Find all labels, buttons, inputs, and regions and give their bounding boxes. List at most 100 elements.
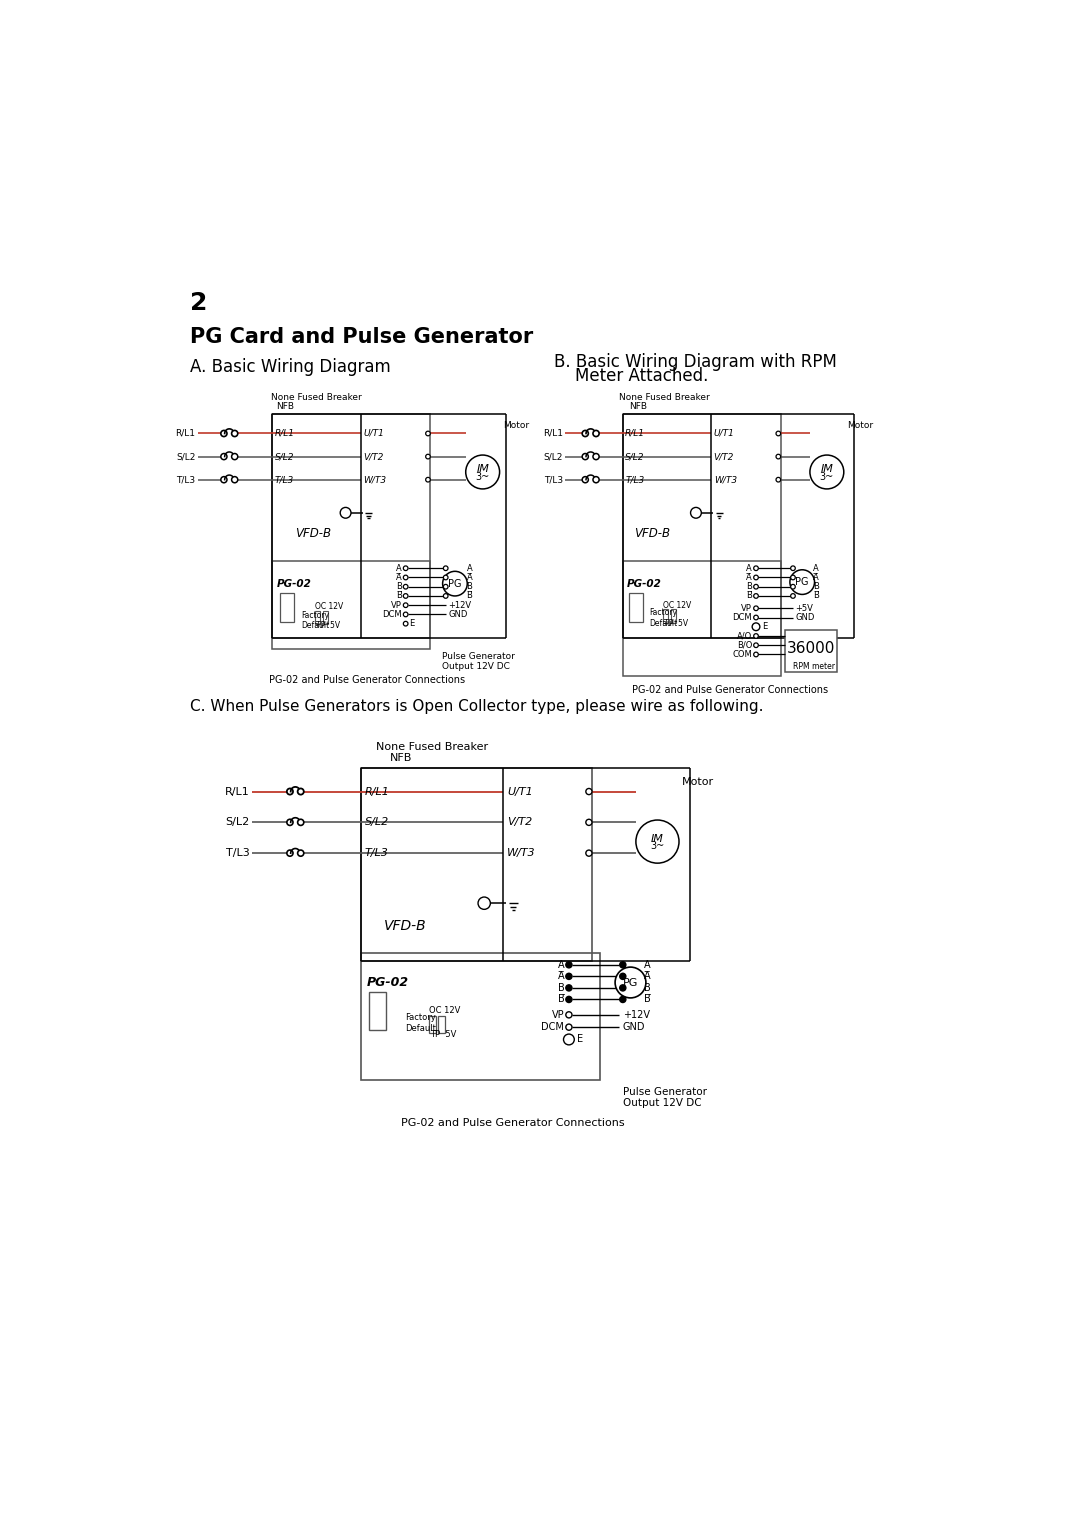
Text: +5V: +5V [795, 603, 813, 612]
Text: T/L3: T/L3 [625, 475, 645, 484]
Circle shape [220, 454, 227, 460]
Bar [784, 629, 837, 672]
Circle shape [791, 576, 795, 580]
Circle shape [754, 606, 758, 611]
Circle shape [564, 1034, 575, 1044]
Text: B̅: B̅ [467, 591, 472, 600]
Text: T/L3: T/L3 [274, 475, 294, 484]
Text: 3~: 3~ [820, 472, 834, 481]
Circle shape [444, 585, 448, 589]
Text: T/L3: T/L3 [226, 847, 249, 858]
Text: B̅: B̅ [746, 591, 752, 600]
Circle shape [593, 454, 599, 460]
Bar [361, 953, 599, 1080]
Circle shape [754, 652, 758, 657]
Text: A̅: A̅ [746, 573, 752, 582]
Text: OC 12V: OC 12V [663, 600, 691, 609]
Circle shape [791, 567, 795, 571]
Circle shape [593, 476, 599, 483]
Text: None Fused Breaker: None Fused Breaker [619, 392, 710, 402]
Circle shape [443, 571, 468, 596]
Bar [280, 592, 294, 621]
Text: VP: VP [391, 600, 402, 609]
Text: 3~: 3~ [475, 472, 490, 481]
Circle shape [754, 585, 758, 589]
Text: A/O: A/O [737, 632, 752, 640]
Bar [629, 592, 643, 621]
Circle shape [616, 967, 646, 999]
Text: Output 12V DC: Output 12V DC [442, 661, 510, 670]
Circle shape [220, 431, 227, 437]
Circle shape [585, 788, 592, 794]
Text: S/L2: S/L2 [625, 452, 645, 461]
Circle shape [810, 455, 843, 489]
Circle shape [582, 431, 589, 437]
Text: Factory
Default: Factory Default [301, 611, 329, 631]
Text: DCM: DCM [732, 612, 752, 621]
Circle shape [298, 788, 303, 794]
Bar [272, 414, 430, 638]
Text: U/T1: U/T1 [508, 786, 534, 797]
Circle shape [620, 973, 626, 979]
Text: Motor: Motor [847, 421, 873, 431]
Text: Motor: Motor [502, 421, 529, 431]
Text: T/L3: T/L3 [365, 847, 389, 858]
Circle shape [566, 1025, 572, 1031]
Text: IM: IM [821, 464, 834, 473]
Text: +12V: +12V [448, 600, 471, 609]
Text: Factory
Default: Factory Default [405, 1014, 435, 1032]
Text: T/L3: T/L3 [543, 475, 563, 484]
Text: TP  5V: TP 5V [315, 620, 340, 629]
Text: T/L3: T/L3 [176, 475, 195, 484]
Circle shape [426, 454, 430, 460]
Text: B̅: B̅ [645, 994, 651, 1005]
Circle shape [690, 507, 701, 518]
Circle shape [752, 623, 760, 631]
Text: W/T3: W/T3 [714, 475, 737, 484]
Text: 3~: 3~ [650, 841, 664, 851]
Bar [272, 560, 430, 649]
Text: B̅: B̅ [396, 591, 402, 600]
Circle shape [566, 962, 572, 968]
Bar [323, 611, 328, 625]
Text: C. When Pulse Generators is Open Collector type, please wire as following.: C. When Pulse Generators is Open Collect… [190, 699, 764, 715]
Text: R/L1: R/L1 [274, 429, 295, 438]
Text: S/L2: S/L2 [274, 452, 294, 461]
Text: OC 12V: OC 12V [429, 1006, 460, 1015]
Circle shape [403, 612, 408, 617]
Text: PG Card and Pulse Generator: PG Card and Pulse Generator [190, 327, 534, 347]
Text: 36000: 36000 [786, 640, 835, 655]
Text: TP  5V: TP 5V [663, 618, 688, 628]
Circle shape [403, 576, 408, 580]
Circle shape [566, 1012, 572, 1019]
Text: PG-02 and Pulse Generator Connections: PG-02 and Pulse Generator Connections [632, 686, 828, 695]
Circle shape [465, 455, 500, 489]
Circle shape [582, 454, 589, 460]
Circle shape [593, 431, 599, 437]
Text: RPM meter: RPM meter [794, 661, 835, 670]
Text: None Fused Breaker: None Fused Breaker [377, 742, 488, 751]
Circle shape [231, 431, 238, 437]
Text: U/T1: U/T1 [363, 429, 384, 438]
Text: V/T2: V/T2 [508, 817, 532, 828]
Text: PG-02: PG-02 [367, 976, 409, 989]
Text: B: B [813, 582, 819, 591]
Text: PG: PG [448, 579, 461, 588]
Text: OC 12V: OC 12V [314, 602, 343, 611]
Text: DCM: DCM [382, 609, 402, 618]
Bar [671, 609, 676, 623]
Text: IM: IM [651, 834, 664, 843]
Text: GND: GND [623, 1022, 646, 1032]
Circle shape [340, 507, 351, 518]
Circle shape [444, 576, 448, 580]
Bar [623, 414, 781, 638]
Text: VFD-B: VFD-B [296, 527, 332, 541]
Circle shape [298, 851, 303, 857]
Text: B: B [746, 582, 752, 591]
Circle shape [287, 851, 293, 857]
Text: PG-02: PG-02 [626, 579, 662, 588]
Circle shape [403, 567, 408, 571]
Circle shape [566, 996, 572, 1003]
Circle shape [582, 476, 589, 483]
Text: B: B [645, 983, 651, 993]
